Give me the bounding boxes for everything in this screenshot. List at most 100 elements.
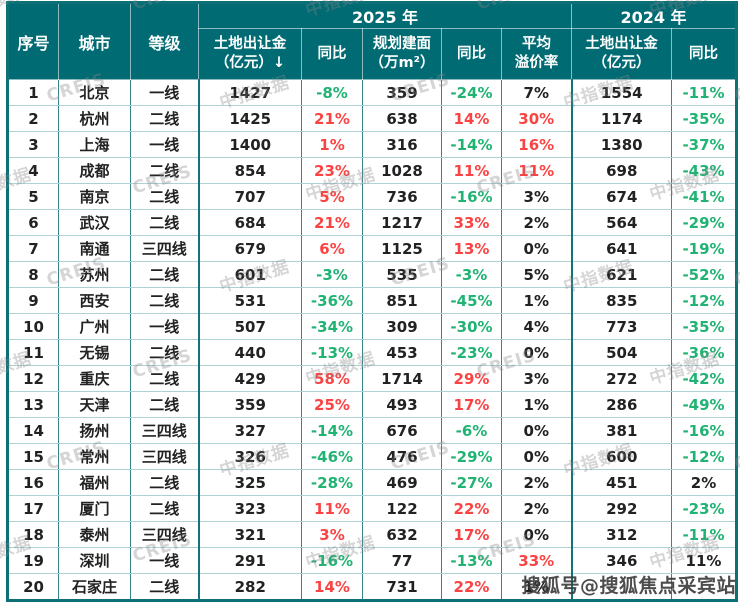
cell-city: 南通 [58,235,131,262]
cell-no: 15 [7,443,59,470]
table-row: 1 北京 一线 1427 -8% 359 -24% 7% 1554 -11% [7,79,737,106]
cell-yoy25: 23% [301,157,363,184]
cell-area25: 731 [362,573,442,601]
table-row: 6 武汉 二线 684 21% 1217 33% 2% 564 -29% [7,209,737,236]
cell-area25: 316 [362,131,442,158]
cell-no: 10 [7,313,59,340]
cell-city: 重庆 [58,365,131,392]
table-row: 13 天津 二线 359 25% 493 17% 1% 286 -49% [7,391,737,418]
cell-fee25: 321 [198,521,302,548]
cell-yoy25: 14% [301,573,363,601]
cell-city: 北京 [58,79,131,106]
cell-fee25: 291 [198,547,302,574]
cell-no: 19 [7,547,59,574]
col-header-fee-2025-line1: 土地出让金 [213,36,287,53]
cell-city: 扬州 [58,417,131,444]
cell-fee24: 621 [571,261,672,288]
cell-yoy_area: 17% [441,521,502,548]
cell-area25: 535 [362,261,442,288]
cell-yoy24: -12% [671,287,737,314]
cell-yoy24: -29% [671,209,737,236]
cell-city: 天津 [58,391,131,418]
cell-area25: 476 [362,443,442,470]
table-row: 15 常州 三四线 326 -46% 476 -29% 0% 600 -12% [7,443,737,470]
table-row: 16 福州 二线 325 -28% 469 -27% 2% 451 2% [7,469,737,496]
cell-fee25: 679 [198,235,302,262]
header-group-2024: 2024 年 [570,2,738,29]
cell-fee25: 601 [198,261,302,288]
cell-fee25: 507 [198,313,302,340]
cell-yoy_area: 14% [441,105,502,132]
cell-yoy_area: 29% [441,365,502,392]
table-row: 14 扬州 三四线 327 -14% 676 -6% 0% 381 -16% [7,417,737,444]
cell-yoy_area: -16% [441,183,502,210]
cell-tier: 一线 [130,131,200,158]
cell-city: 福州 [58,469,131,496]
cell-premium: 3% [501,365,573,392]
cell-yoy25: -46% [301,443,363,470]
col-header-fee-2025-line2-sort-desc-icon: （亿元）↓ [214,55,286,71]
cell-tier: 一线 [130,79,200,106]
cell-no: 18 [7,521,59,548]
cell-premium: 3% [501,183,573,210]
table-row: 20 石家庄 二线 282 14% 731 22% 1% [7,573,737,601]
col-header-fee-2025: 土地出让金 （亿元）↓ [198,28,302,80]
cell-yoy_area: -27% [441,469,502,496]
col-header-yoy-fee-2025: 同比 [301,28,363,80]
cell-yoy24: -12% [671,443,737,470]
cell-area25: 77 [362,547,442,574]
table-row: 12 重庆 二线 429 58% 1714 29% 3% 272 -42% [7,365,737,392]
cell-premium: 5% [501,261,573,288]
cell-fee25: 531 [198,287,302,314]
cell-premium: 0% [501,443,573,470]
cell-tier: 二线 [130,573,200,601]
cell-fee24: 312 [571,521,672,548]
table-body: 1 北京 一线 1427 -8% 359 -24% 7% 1554 -11% 2 杭州 二线 1425 21… [7,79,737,601]
cell-fee24: 564 [571,209,672,236]
cell-fee24: 674 [571,183,672,210]
cell-area25: 851 [362,287,442,314]
cell-city: 厦门 [58,495,131,522]
cell-fee25: 282 [198,573,302,601]
cell-yoy_area: -24% [441,79,502,106]
cell-yoy_area: -14% [441,131,502,158]
cell-fee24: 346 [571,547,672,574]
cell-yoy25: 5% [301,183,363,210]
cell-yoy_area: 17% [441,391,502,418]
cell-fee24: 641 [571,235,672,262]
cell-tier: 三四线 [130,521,200,548]
table-row: 3 上海 一线 1400 1% 316 -14% 16% 1380 -37% [7,131,737,158]
cell-area25: 676 [362,417,442,444]
cell-no: 2 [7,105,59,132]
cell-premium: 0% [501,417,573,444]
cell-premium: 0% [501,235,573,262]
cell-fee24 [571,573,672,601]
cell-area25: 493 [362,391,442,418]
cell-fee25: 326 [198,443,302,470]
cell-yoy25: -28% [301,469,363,496]
cell-tier: 三四线 [130,417,200,444]
table-row: 8 苏州 二线 601 -3% 535 -3% 5% 621 -52% [7,261,737,288]
cell-yoy_area: -29% [441,443,502,470]
cell-yoy_area: -3% [441,261,502,288]
cell-premium: 7% [501,79,573,106]
cell-tier: 二线 [130,339,200,366]
cell-tier: 三四线 [130,443,200,470]
cell-fee24: 381 [571,417,672,444]
cell-no: 11 [7,339,59,366]
cell-yoy25: 1% [301,131,363,158]
cell-fee24: 504 [571,339,672,366]
cell-no: 6 [7,209,59,236]
cell-fee24: 272 [571,365,672,392]
cell-no: 3 [7,131,59,158]
cell-fee24: 451 [571,469,672,496]
cell-no: 5 [7,183,59,210]
cell-yoy24: -36% [671,339,737,366]
col-header-city: 城市 [58,2,131,80]
cell-no: 9 [7,287,59,314]
cell-fee25: 1400 [198,131,302,158]
cell-city: 武汉 [58,209,131,236]
cell-tier: 二线 [130,183,200,210]
table-row: 2 杭州 二线 1425 21% 638 14% 30% 1174 -35% [7,105,737,132]
cell-tier: 三四线 [130,235,200,262]
